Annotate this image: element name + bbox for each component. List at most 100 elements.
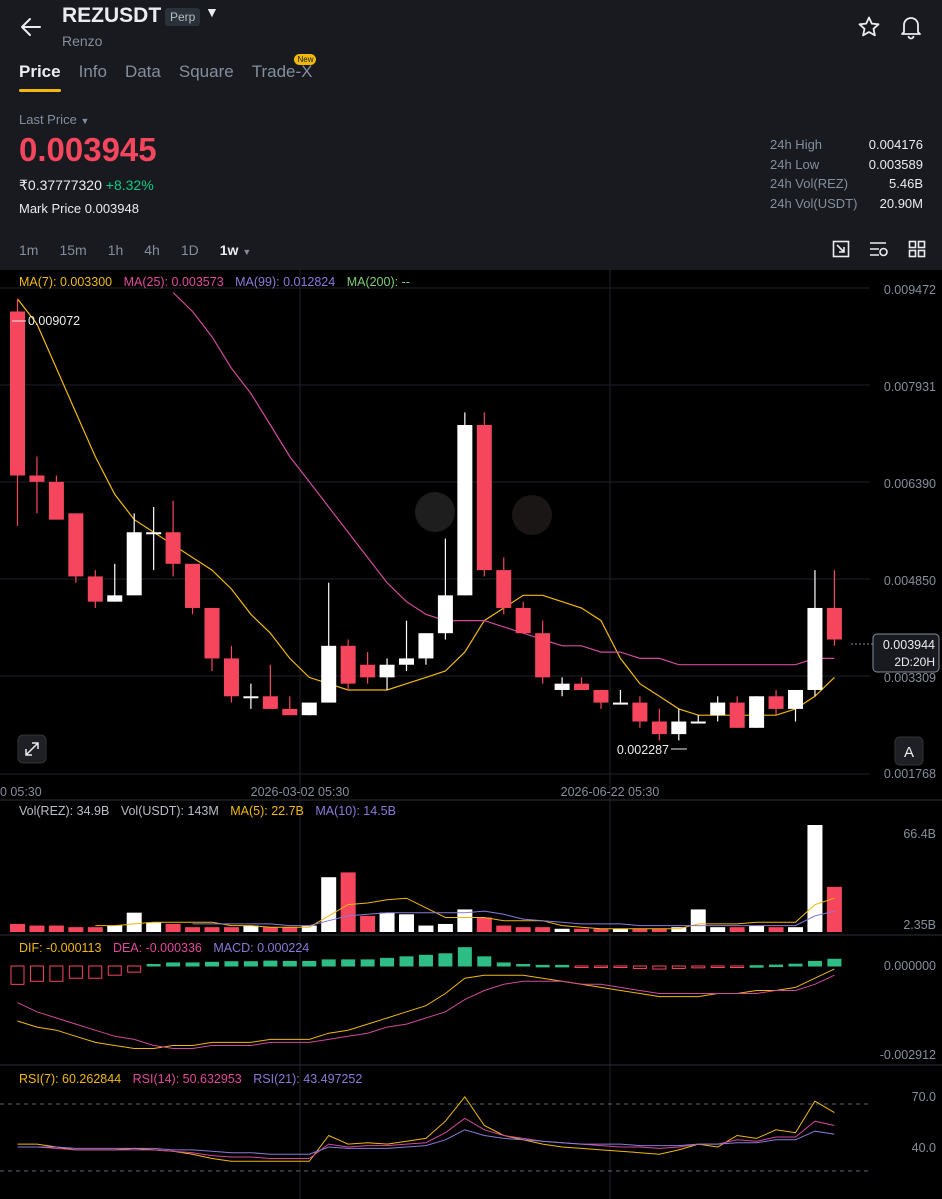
interval-selector: 1m 15m 1h 4h 1D 1w ▼ <box>19 242 251 258</box>
contract-badge: Perp <box>165 8 201 26</box>
macd-bar <box>380 957 395 967</box>
volume-bar <box>612 928 628 932</box>
auto-scale-button[interactable]: A <box>894 736 924 766</box>
volume-bar <box>768 927 784 932</box>
candle-body <box>10 311 25 476</box>
vol-rez-legend: Vol(REZ): 34.9B <box>19 804 109 818</box>
macd-bar <box>749 965 764 968</box>
volume-bar <box>379 912 395 932</box>
stat-24h-low: 24h Low 0.003589 <box>770 157 923 177</box>
candle-body <box>671 721 687 735</box>
macd-bar <box>224 961 239 967</box>
volume-bar <box>146 922 162 932</box>
macd-bar <box>574 965 589 968</box>
candle-body <box>146 532 162 535</box>
interval-1d[interactable]: 1D <box>180 242 199 258</box>
macd-bar <box>710 965 725 968</box>
tab-data[interactable]: Data <box>124 62 161 81</box>
volume-bar <box>651 928 667 932</box>
candle-body <box>185 563 201 608</box>
back-arrow-icon[interactable] <box>18 14 44 40</box>
volume-ma-lines <box>95 897 835 930</box>
volume-bar <box>243 925 259 932</box>
indicator-settings-icon[interactable] <box>869 240 889 258</box>
candle-body <box>360 664 376 678</box>
volume-bar <box>418 925 434 932</box>
tab-info[interactable]: Info <box>78 62 107 81</box>
tab-square[interactable]: Square <box>178 62 234 81</box>
macd-bar <box>477 956 492 967</box>
interval-1w[interactable]: 1w ▼ <box>220 242 252 258</box>
candle-body <box>223 658 239 697</box>
fullscreen-button[interactable] <box>17 734 47 764</box>
volume-bar <box>807 825 823 932</box>
ma99-legend: MA(99): 0.012824 <box>235 275 335 289</box>
interval-1m[interactable]: 1m <box>19 242 39 258</box>
candle-body <box>107 595 123 602</box>
vol-ma10-line <box>192 910 835 927</box>
symbol-dropdown-icon[interactable]: ▼ <box>205 4 219 20</box>
volume-bar <box>29 925 45 932</box>
macd-bar <box>438 953 453 967</box>
macd-bar <box>302 960 317 967</box>
volume-bar <box>87 927 103 932</box>
interval-4h[interactable]: 4h <box>144 242 160 258</box>
volume-bar <box>749 925 765 932</box>
bell-icon[interactable] <box>899 14 923 40</box>
macd-bar <box>68 965 83 979</box>
stat-24h-vol-usdt: 24h Vol(USDT) 20.90M <box>770 196 923 216</box>
volume-bar <box>554 928 570 932</box>
candle-body <box>729 702 745 728</box>
depth-chart-icon[interactable] <box>832 240 850 258</box>
ma7-legend: MA(7): 0.003300 <box>19 275 112 289</box>
rsi7-line <box>17 1095 835 1162</box>
volume-bar <box>126 912 142 932</box>
macd-lines <box>17 968 835 1049</box>
ma200-legend: MA(200): -- <box>347 275 410 289</box>
symbol-title[interactable]: REZUSDT <box>62 4 162 27</box>
tab-trade-x[interactable]: Trade-X New <box>252 54 317 82</box>
candle-body <box>29 475 45 482</box>
volume-bar <box>457 909 473 932</box>
time-tick: 0 05:30 <box>0 785 42 799</box>
volume-bar <box>788 927 803 932</box>
price-tick: 0.001768 <box>884 767 936 781</box>
header-panel <box>0 0 942 270</box>
candlestick-chart[interactable]: MA(7): 0.003300 MA(25): 0.003573 MA(99):… <box>0 270 942 1199</box>
candle-body <box>437 595 453 634</box>
candle-body <box>243 696 259 699</box>
volume-bar <box>48 925 64 932</box>
volume-bar <box>729 927 745 932</box>
candle-body <box>768 696 784 709</box>
macd-bar <box>555 964 570 968</box>
volume-bar <box>437 923 453 932</box>
macd-bar <box>282 960 297 967</box>
volume-bars <box>10 825 842 932</box>
macd-bar <box>827 958 842 967</box>
ma-legend: MA(7): 0.003300 MA(25): 0.003573 MA(99):… <box>19 275 410 289</box>
star-icon[interactable] <box>857 15 881 39</box>
rsi-legend: RSI(7): 60.262844 RSI(14): 50.632953 RSI… <box>19 1072 362 1086</box>
volume-bar <box>10 923 25 932</box>
price-change: +8.32% <box>105 177 154 193</box>
last-price-selector[interactable]: Last Price ▼ <box>19 112 89 127</box>
chart-tools <box>832 240 926 258</box>
macd-bar <box>535 964 550 968</box>
new-badge: New <box>294 54 317 65</box>
tab-price[interactable]: Price <box>19 62 61 92</box>
stat-value: 20.90M <box>879 195 923 211</box>
caret-down-icon: ▼ <box>242 247 252 257</box>
volume-bar <box>165 923 181 932</box>
high-marker: 0.009072 <box>12 314 80 328</box>
macd-histogram <box>10 947 842 985</box>
rsi14-legend: RSI(14): 50.632953 <box>133 1072 242 1086</box>
expand-icon <box>25 742 39 756</box>
interval-1h[interactable]: 1h <box>107 242 124 258</box>
macd-bar <box>496 962 511 967</box>
candle-body <box>301 702 317 716</box>
grid-layout-icon[interactable] <box>908 240 926 258</box>
candle-body <box>690 721 706 724</box>
vol-usdt-legend: Vol(USDT): 143M <box>121 804 219 818</box>
interval-15m[interactable]: 15m <box>59 242 87 258</box>
candle-body <box>379 664 395 678</box>
